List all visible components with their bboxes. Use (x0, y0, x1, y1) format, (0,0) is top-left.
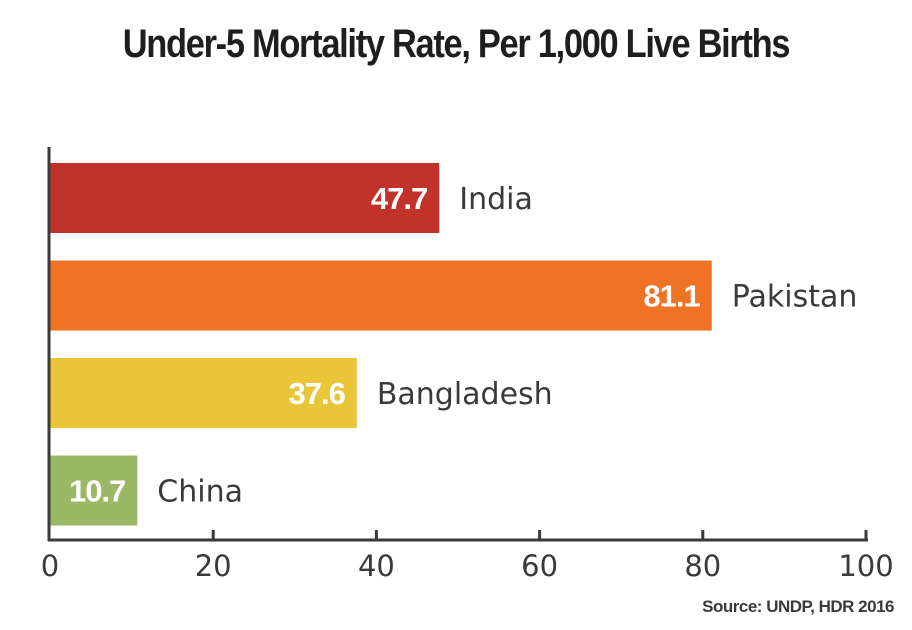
x-tick-label-60: 60 (521, 549, 558, 583)
x-tick-label-100: 100 (838, 549, 893, 583)
bar-pakistan (50, 260, 712, 331)
value-label-china: 10.7 (69, 474, 125, 509)
value-label-pakistan: 81.1 (643, 279, 700, 314)
x-tick-label-40: 40 (358, 549, 395, 583)
category-label-pakistan: Pakistan (732, 280, 858, 315)
bar-china (50, 455, 138, 526)
bars-group: 47.7 India 81.1 Pakistan 37.6 Bangladesh 10.7 C… (50, 163, 857, 526)
bar-india (50, 163, 440, 233)
value-label-india: 47.7 (371, 181, 427, 216)
x-tick-label-20: 20 (195, 549, 232, 583)
category-label-india: India (459, 182, 533, 217)
category-label-bangladesh: Bangladesh (377, 377, 553, 412)
category-label-china: China (157, 475, 243, 510)
value-label-bangladesh: 37.6 (288, 376, 345, 411)
bar-bangladesh (50, 358, 357, 428)
source-note: Source: UNDP, HDR 2016 (702, 597, 894, 616)
x-tick-label-0: 0 (41, 549, 59, 583)
chart-title: Under-5 Mortality Rate, Per 1,000 Live B… (122, 22, 791, 66)
x-axis-ticks: 0 20 40 60 80 100 (41, 530, 894, 583)
x-tick-label-80: 80 (684, 549, 721, 583)
